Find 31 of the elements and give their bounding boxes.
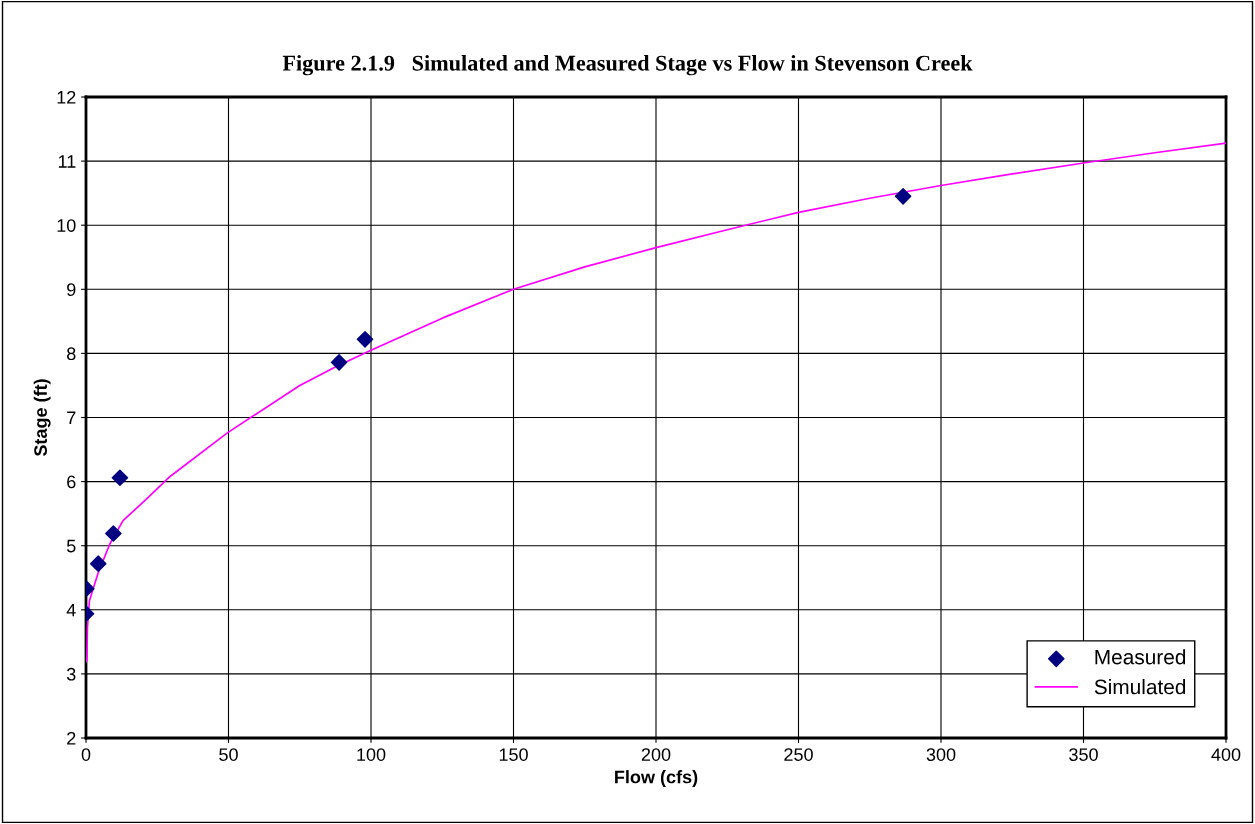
legend-label: Measured — [1095, 649, 1186, 665]
x-tick-label: 300 — [926, 748, 956, 761]
point — [330, 354, 348, 371]
x-tick-label: 250 — [784, 748, 813, 761]
y-tick-label: 10 — [57, 219, 76, 232]
point — [89, 555, 107, 572]
legend-label: Simulated — [1094, 679, 1186, 695]
x-tick-label: 100 — [357, 748, 386, 761]
y-tick-label: 4 — [66, 603, 76, 617]
y-tick-label: 5 — [66, 539, 76, 553]
point — [111, 469, 129, 487]
y-tick-label: 7 — [67, 411, 76, 425]
point — [105, 525, 122, 542]
y-tick-label: 3 — [66, 667, 76, 681]
point — [356, 330, 374, 348]
y-tick-label: 9 — [67, 283, 76, 297]
y-tick-label: 2 — [67, 731, 76, 745]
x-axis-title: Flow (cfs) — [615, 770, 698, 787]
y-tick-label: 11 — [58, 155, 76, 168]
y-axis-title: Stage (ft) — [33, 379, 51, 457]
x-tick-label: 350 — [1069, 748, 1098, 761]
x-tick-label: 0 — [81, 748, 91, 761]
x-tick-label: 200 — [641, 748, 671, 761]
y-tick-label: 6 — [67, 475, 76, 489]
x-tick-label: 150 — [499, 748, 528, 761]
point — [894, 188, 912, 205]
x-tick-label: 50 — [219, 748, 238, 761]
x-tick-label: 400 — [1211, 748, 1241, 761]
chart-title: Figure 2.1.9 Simulated and Measured Stage vs Flow in Stevenson Creek — [282, 55, 973, 76]
y-tick-label: 12 — [57, 90, 76, 104]
y-tick-label: 8 — [67, 347, 76, 361]
